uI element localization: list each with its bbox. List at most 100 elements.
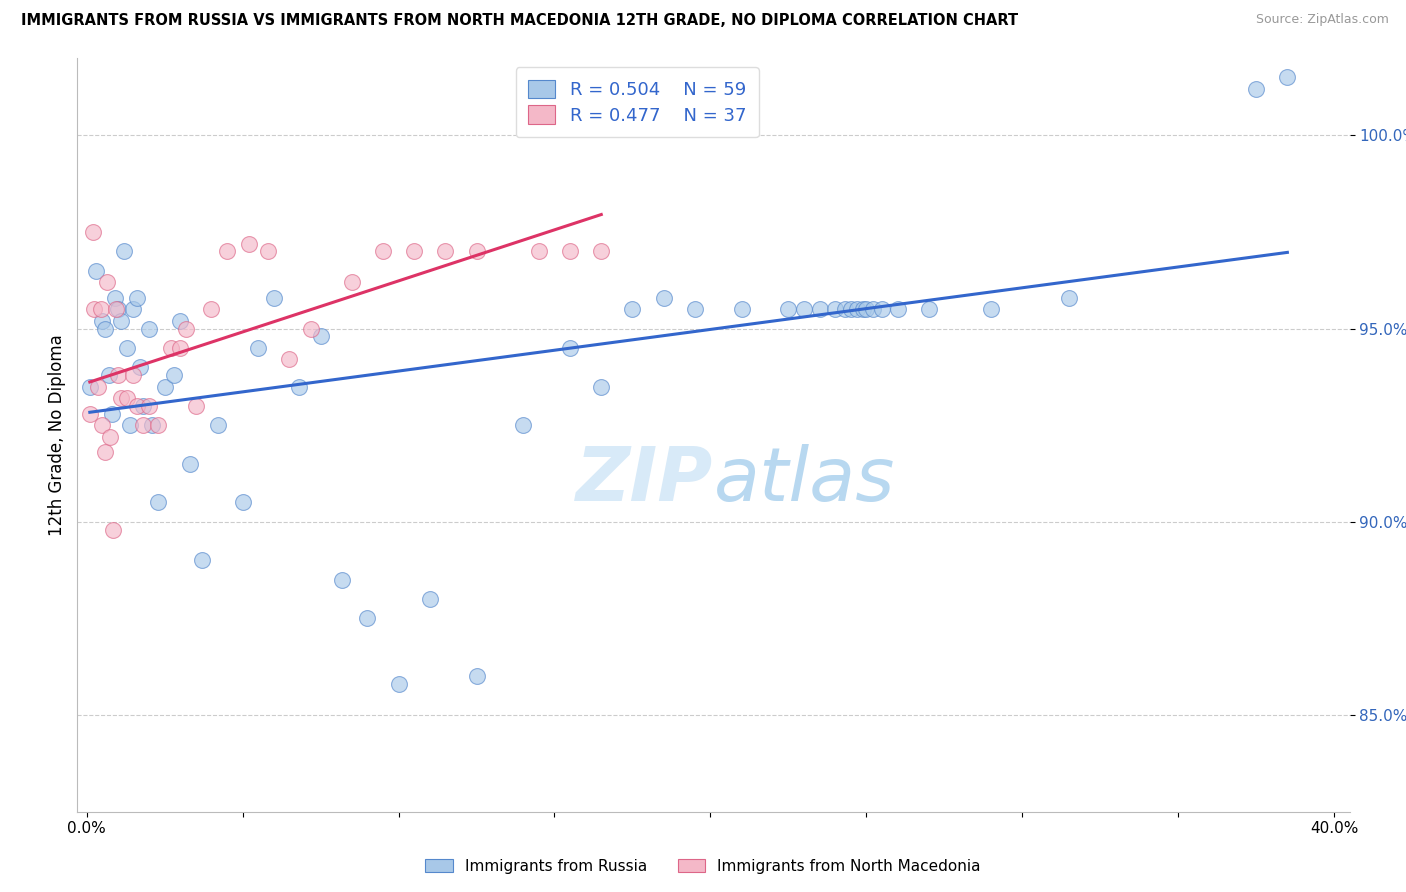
Point: [340, 275, 363, 289]
Point: [96, 275, 118, 289]
Point: [419, 592, 441, 607]
Point: [621, 302, 644, 317]
Point: [278, 352, 301, 367]
Point: [247, 341, 270, 355]
Point: [591, 379, 613, 393]
Point: [870, 302, 893, 317]
Point: [148, 418, 170, 433]
Point: [886, 302, 908, 317]
Legend: R = 0.504    N = 59, R = 0.477    N = 37: R = 0.504 N = 59, R = 0.477 N = 37: [516, 67, 759, 137]
Point: [527, 244, 550, 259]
Text: IMMIGRANTS FROM RUSSIA VS IMMIGRANTS FROM NORTH MACEDONIA 12TH GRADE, NO DIPLOMA: IMMIGRANTS FROM RUSSIA VS IMMIGRANTS FRO…: [21, 13, 1018, 29]
Point: [371, 244, 394, 259]
Point: [120, 418, 142, 433]
Point: [160, 341, 183, 355]
Point: [125, 399, 148, 413]
Point: [128, 360, 150, 375]
Point: [852, 302, 875, 317]
Point: [404, 244, 426, 259]
Point: [356, 611, 378, 625]
Point: [91, 314, 114, 328]
Point: [98, 430, 121, 444]
Text: ZIP: ZIP: [576, 443, 714, 516]
Point: [112, 244, 135, 259]
Point: [86, 379, 108, 393]
Point: [132, 399, 155, 413]
Point: [91, 418, 114, 433]
Point: [132, 418, 155, 433]
Point: [82, 225, 104, 239]
Point: [558, 244, 581, 259]
Point: [256, 244, 278, 259]
Point: [980, 302, 1002, 317]
Point: [103, 523, 125, 537]
Point: [107, 368, 129, 382]
Point: [138, 399, 160, 413]
Point: [824, 302, 846, 317]
Point: [465, 669, 488, 683]
Point: [465, 244, 488, 259]
Point: [84, 263, 107, 277]
Point: [1057, 291, 1080, 305]
Point: [179, 457, 201, 471]
Legend: Immigrants from Russia, Immigrants from North Macedonia: Immigrants from Russia, Immigrants from …: [419, 853, 987, 880]
Point: [176, 321, 198, 335]
Point: [90, 302, 112, 317]
Point: [115, 341, 138, 355]
Point: [169, 314, 191, 328]
Point: [808, 302, 831, 317]
Y-axis label: 12th Grade, No Diploma: 12th Grade, No Diploma: [48, 334, 66, 536]
Point: [94, 445, 117, 459]
Point: [846, 302, 869, 317]
Point: [153, 379, 176, 393]
Point: [287, 379, 309, 393]
Point: [862, 302, 884, 317]
Point: [683, 302, 706, 317]
Point: [778, 302, 800, 317]
Point: [309, 329, 332, 343]
Point: [115, 391, 138, 405]
Point: [855, 302, 877, 317]
Point: [122, 368, 145, 382]
Point: [387, 677, 409, 691]
Point: [141, 418, 163, 433]
Point: [299, 321, 322, 335]
Point: [79, 379, 101, 393]
Point: [104, 291, 127, 305]
Point: [512, 418, 534, 433]
Point: [793, 302, 815, 317]
Point: [200, 302, 222, 317]
Point: [232, 495, 254, 509]
Point: [138, 321, 160, 335]
Point: [1277, 70, 1299, 85]
Point: [215, 244, 238, 259]
Point: [105, 302, 128, 317]
Point: [100, 407, 122, 421]
Point: [184, 399, 207, 413]
Point: [918, 302, 941, 317]
Point: [107, 302, 129, 317]
Point: [148, 495, 170, 509]
Point: [839, 302, 862, 317]
Point: [110, 314, 132, 328]
Point: [730, 302, 752, 317]
Point: [1244, 82, 1267, 96]
Point: [834, 302, 856, 317]
Text: atlas: atlas: [714, 444, 896, 516]
Point: [238, 236, 260, 251]
Point: [191, 553, 214, 567]
Point: [434, 244, 457, 259]
Point: [83, 302, 105, 317]
Point: [79, 407, 101, 421]
Point: [125, 291, 148, 305]
Point: [94, 321, 117, 335]
Point: [558, 341, 581, 355]
Point: [207, 418, 229, 433]
Text: Source: ZipAtlas.com: Source: ZipAtlas.com: [1256, 13, 1389, 27]
Point: [122, 302, 145, 317]
Point: [97, 368, 120, 382]
Point: [263, 291, 285, 305]
Point: [163, 368, 186, 382]
Point: [110, 391, 132, 405]
Point: [169, 341, 191, 355]
